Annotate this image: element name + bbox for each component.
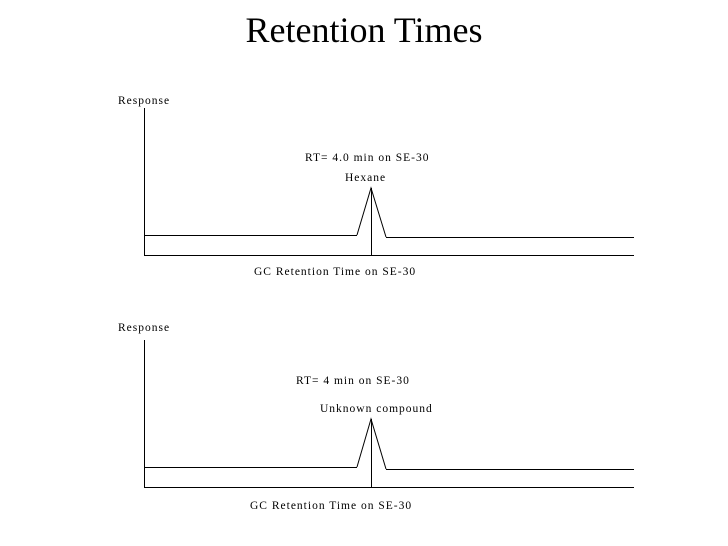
retention-time-label-bottom: RT= 4 min on SE-30 [296,375,410,387]
x-axis-label-bottom: GC Retention Time on SE-30 [250,500,413,512]
y-axis-label-top: Response [118,95,171,107]
compound-label-bottom: Unknown compound [320,403,433,415]
slide-title: Retention Times [245,10,483,50]
y-axis-label-bottom: Response [118,322,171,334]
compound-label-top: Hexane [345,172,387,184]
x-axis-label-top: GC Retention Time on SE-30 [254,266,417,278]
retention-time-label-top: RT= 4.0 min on SE-30 [305,152,430,164]
